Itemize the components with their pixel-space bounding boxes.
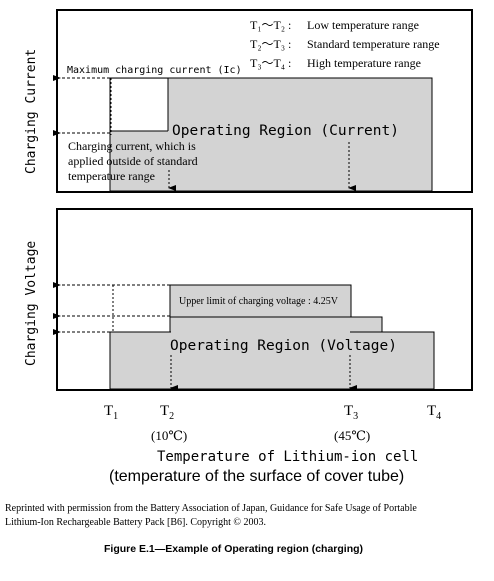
tick-t3: T3: [344, 403, 358, 422]
top-outside-range-area: [111, 79, 168, 131]
x-axis-ticks: T1 T2 T3 T4 (10℃) (45℃): [104, 403, 441, 443]
tick-t3-temp: (45℃): [334, 428, 370, 443]
legend-range-1: T₁〜T₂ :: [250, 18, 291, 32]
legend-range-2: T₂〜T₃ :: [250, 37, 291, 51]
legend-label-1: Low temperature range: [307, 18, 419, 32]
legend-label-2: Standard temperature range: [307, 37, 440, 51]
credit-line-1: Reprinted with permission from the Batte…: [5, 503, 417, 514]
tick-t2-temp: (10℃): [151, 428, 187, 443]
bottom-axis-label: Charging Voltage: [24, 241, 39, 366]
legend-range-3: T₃〜T₄ :: [250, 56, 291, 70]
top-axis-label: Charging Current: [24, 49, 39, 174]
legend: T₁〜T₂ : Low temperature range T₂〜T₃ : St…: [250, 18, 440, 70]
note-line-2: applied outside of standard: [68, 154, 198, 168]
legend-label-3: High temperature range: [307, 56, 421, 70]
outside-range-note: Charging current, which is applied outsi…: [68, 139, 198, 183]
tick-t2: T2: [160, 403, 174, 422]
bottom-region-label: Operating Region (Voltage): [170, 338, 397, 354]
figure-caption: Figure E.1—Example of Operating region (…: [104, 543, 363, 555]
tick-t4: T4: [427, 403, 441, 422]
x-axis-subtitle: (temperature of the surface of cover tub…: [109, 468, 404, 485]
note-line-1: Charging current, which is: [68, 139, 196, 153]
credit-line-2: Lithium-Ion Rechargeable Battery Pack [B…: [5, 517, 266, 528]
max-current-label: Maximum charging current (Ic): [67, 65, 242, 76]
tick-t1: T1: [104, 403, 118, 422]
top-region-label: Operating Region (Current): [172, 123, 399, 139]
note-line-3: temperature range: [68, 169, 155, 183]
x-axis-title: Temperature of Lithium-ion cell: [157, 449, 418, 465]
upper-limit-label: Upper limit of charging voltage : 4.25V: [179, 296, 339, 307]
